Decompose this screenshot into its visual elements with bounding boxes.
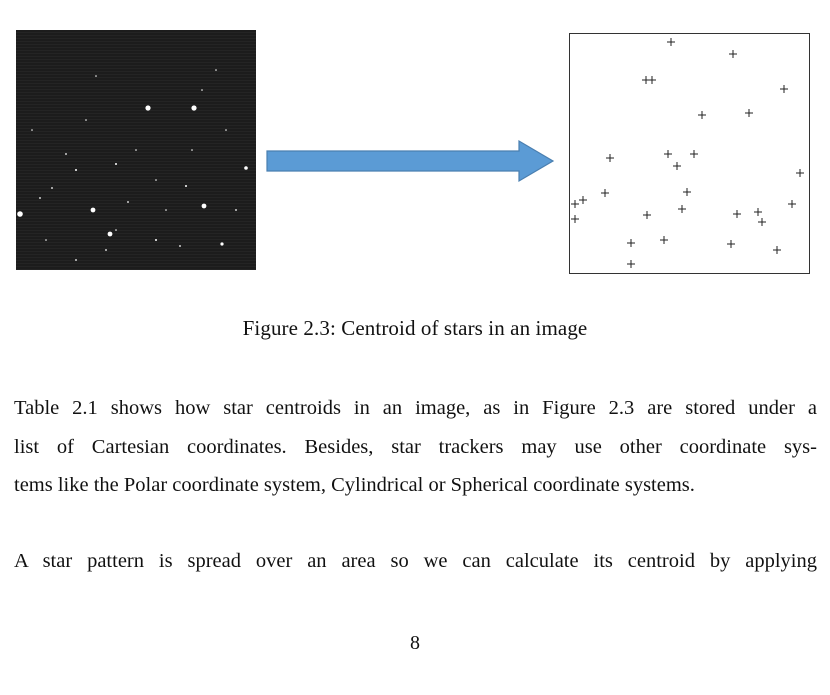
centroid-marker [660, 236, 668, 244]
figure-caption: Figure 2.3: Centroid of stars in an imag… [242, 316, 588, 340]
star-point [95, 75, 97, 77]
right-arrow-icon [264, 138, 556, 189]
star-point [107, 231, 113, 237]
star-point [155, 179, 157, 181]
centroid-marker [571, 200, 579, 208]
centroid-marker [780, 85, 788, 93]
centroid-marker [601, 189, 609, 197]
star-point [90, 207, 96, 213]
star-point [75, 169, 77, 171]
star-point [85, 119, 87, 121]
star-point [165, 209, 167, 211]
star-field-points [17, 69, 248, 261]
star-point [115, 163, 117, 165]
centroid-marker [627, 260, 635, 268]
star-field-image [16, 30, 256, 270]
centroid-marker [745, 109, 753, 117]
star-point [155, 239, 157, 241]
centroid-marker [683, 188, 691, 196]
centroid-marker [579, 196, 587, 204]
centroid-marker [727, 240, 735, 248]
centroid-marker [733, 210, 741, 218]
star-point [145, 105, 151, 111]
paragraph-line: Table 2.1 shows how star centroids in an… [14, 397, 817, 419]
star-point [75, 259, 77, 261]
star-point [65, 153, 67, 155]
star-point [244, 166, 248, 170]
star-point [201, 89, 203, 91]
paragraph-centroid-method: A star pattern is spread over an area so… [14, 542, 817, 581]
centroid-marker [648, 76, 656, 84]
page-number: 8 [410, 632, 420, 654]
centroid-marker [754, 208, 762, 216]
star-point [220, 242, 224, 246]
star-point [39, 197, 41, 199]
centroid-markers [571, 38, 804, 268]
star-point [179, 245, 181, 247]
centroid-marker [690, 150, 698, 158]
paragraph-table-description: Table 2.1 shows how star centroids in an… [14, 389, 817, 505]
paragraph-line: list of Cartesian coordinates. Besides, … [14, 435, 817, 458]
centroid-marker [796, 169, 804, 177]
centroid-marker [698, 111, 706, 119]
star-point [225, 129, 227, 131]
star-point [51, 187, 53, 189]
star-point [17, 211, 23, 217]
centroid-marker [788, 200, 796, 208]
centroid-marker [571, 215, 579, 223]
star-point [185, 185, 187, 187]
star-point [201, 203, 207, 209]
centroid-marker [606, 154, 614, 162]
centroid-marker [673, 162, 681, 170]
star-point [191, 149, 193, 151]
paragraph-line: tems like the Polar coordinate system, C… [14, 474, 695, 496]
centroid-marker [627, 239, 635, 247]
star-point [115, 229, 117, 231]
star-point [135, 149, 137, 151]
centroid-marker [773, 246, 781, 254]
centroid-marker [758, 218, 766, 226]
star-point [235, 209, 237, 211]
star-point [105, 249, 107, 251]
centroid-marker [729, 50, 737, 58]
star-point [127, 201, 129, 203]
star-point [31, 129, 33, 131]
star-point [191, 105, 197, 111]
centroid-plot [569, 33, 810, 274]
centroid-marker [643, 211, 651, 219]
centroid-marker [667, 38, 675, 46]
star-point [215, 69, 217, 71]
star-point [45, 239, 47, 241]
centroid-marker [678, 205, 686, 213]
paragraph-line: A star pattern is spread over an area so… [14, 550, 817, 572]
centroid-marker [664, 150, 672, 158]
